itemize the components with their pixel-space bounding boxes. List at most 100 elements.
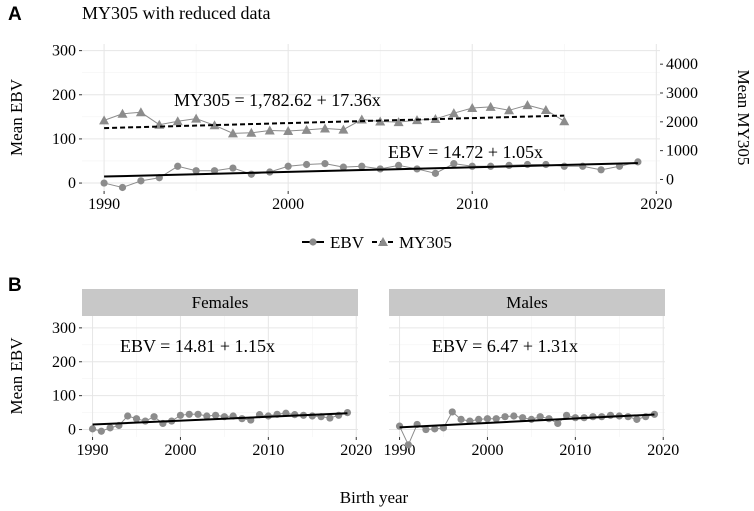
females-y-tick-label: 100 — [52, 388, 76, 405]
males-point — [650, 410, 659, 418]
ebv-point — [358, 162, 366, 170]
females-point — [132, 415, 141, 423]
legend-my305-label: MY305 — [399, 233, 452, 252]
my305-point — [485, 101, 496, 111]
ebv-fit-line — [104, 162, 638, 178]
males-point — [475, 415, 483, 423]
my305-point — [191, 113, 202, 123]
females-x-tick-label: 2000 — [164, 442, 196, 459]
males-point — [519, 414, 527, 422]
my305-point — [264, 125, 275, 135]
panel-b-x-axis-title: Birth year — [340, 488, 409, 507]
my305-point — [448, 108, 459, 118]
males-point — [431, 425, 439, 433]
ebv-point — [302, 160, 311, 169]
my305-point — [227, 128, 238, 138]
males-point — [536, 413, 544, 421]
females-y-tick-label: 0 — [68, 422, 76, 439]
females-equation-annotation: EBV = 14.81 + 1.15x — [120, 336, 275, 356]
males-point — [501, 413, 509, 421]
my305-point — [283, 126, 294, 136]
my305-point — [135, 107, 146, 117]
males-x-tick-label: 2010 — [559, 442, 591, 459]
ebv-point — [395, 161, 403, 169]
males-point — [510, 412, 518, 420]
panel-a-y-tick-label: 300 — [52, 43, 76, 60]
females-point — [97, 427, 105, 435]
ebv-point — [339, 163, 347, 171]
panel-a-x-tick-label: 2010 — [456, 196, 488, 213]
males-x-tick-label: 2020 — [647, 442, 679, 459]
ebv-point — [174, 162, 182, 170]
my305-equation-annotation: MY305 = 1,782.62 + 17.36x — [174, 90, 381, 110]
females-point — [150, 413, 158, 421]
males-point — [606, 411, 615, 419]
panel-a-y-tick-label: 0 — [68, 175, 76, 192]
females-x-tick-label: 1990 — [77, 442, 109, 459]
ebv-point — [284, 162, 292, 170]
panel-a-x-tick-label: 2000 — [272, 196, 304, 213]
males-equation-annotation: EBV = 6.47 + 1.31x — [432, 336, 578, 356]
females-point — [212, 411, 220, 419]
males-point — [457, 415, 465, 423]
my305-point — [172, 116, 183, 126]
females-y-tick-label: 200 — [52, 354, 76, 371]
females-point — [106, 424, 114, 432]
ebv-point — [118, 183, 127, 192]
panel-a-y-axis-title-right: Mean MY305 — [734, 70, 753, 166]
my305-fit-line — [104, 114, 565, 130]
females-strip-label: Females — [192, 293, 249, 312]
males-fit-line — [399, 413, 655, 429]
my305-point — [540, 105, 551, 115]
females-point — [203, 412, 211, 420]
ebv-point — [229, 164, 237, 172]
ebv-point — [597, 166, 605, 174]
ebv-point — [560, 162, 568, 170]
ebv-point — [321, 160, 329, 168]
panel-a-y-axis-title: Mean EBV — [7, 78, 26, 156]
my305-point — [522, 100, 533, 110]
females-strip — [82, 289, 358, 316]
panel-b-y-axis-title: Mean EBV — [7, 337, 26, 415]
ebv-equation-annotation: EBV = 14.72 + 1.05x — [388, 142, 543, 162]
females-point — [326, 414, 334, 422]
ebv-point — [192, 167, 200, 175]
females-point — [185, 410, 193, 418]
females-point — [88, 425, 97, 433]
my305-series-line — [103, 104, 565, 134]
females-x-tick-label: 2010 — [252, 442, 284, 459]
legend-ebv-key-marker — [309, 238, 317, 246]
females-point — [141, 417, 149, 425]
legend-my305-key-marker — [378, 237, 388, 246]
my305-point — [117, 108, 128, 118]
my305-point — [99, 115, 110, 125]
males-strip — [389, 289, 665, 316]
males-x-tick-label: 2000 — [471, 442, 503, 459]
females-point — [194, 410, 202, 418]
panel-a-x-tick-label: 2020 — [640, 196, 672, 213]
panel-a-y-tick-label-right: 4000 — [666, 56, 698, 73]
males-point — [483, 415, 492, 423]
my305-point — [246, 127, 257, 137]
females-fit-line — [92, 412, 348, 426]
panel-a-y-tick-label-right: 1000 — [666, 143, 698, 160]
females-point — [308, 412, 316, 420]
males-strip-label: Males — [506, 293, 548, 312]
ebv-point — [210, 167, 219, 175]
ebv-point — [247, 170, 255, 178]
my305-point — [319, 123, 330, 133]
panel-label-b: B — [8, 275, 22, 296]
ebv-point — [450, 160, 458, 168]
panel-a-title: MY305 with reduced data — [82, 3, 270, 23]
females-point — [176, 411, 185, 419]
males-point — [422, 425, 430, 434]
panel-a-y-tick-label-right: 0 — [666, 171, 674, 188]
my305-point — [559, 116, 570, 126]
males-point — [492, 415, 500, 423]
panel-label-a: A — [8, 4, 22, 25]
my305-point — [504, 105, 515, 115]
my305-point — [301, 124, 312, 134]
ebv-point — [137, 177, 145, 185]
males-point — [404, 441, 412, 449]
